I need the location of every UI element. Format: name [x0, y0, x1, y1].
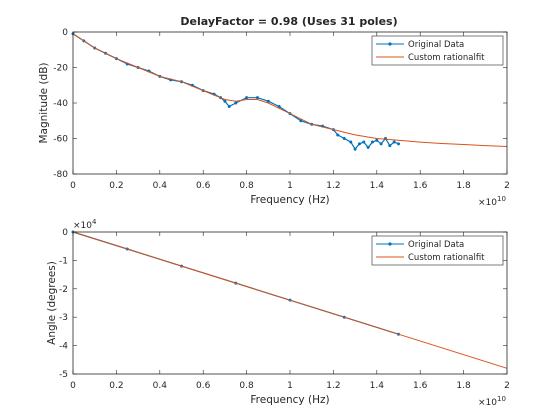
legend-box — [371, 35, 504, 66]
y-tick-labels: 0 -1 -2 -3 -4 -5 — [59, 228, 68, 380]
x-tick-label: 0.8 — [239, 381, 254, 391]
y-tick-label: -20 — [53, 64, 68, 74]
x-tick-label: 1.4 — [370, 381, 385, 391]
y-tick-label: -4 — [59, 342, 68, 352]
x-exponent-base: ×10 — [478, 398, 497, 408]
x-tick-label: 1.4 — [370, 181, 385, 191]
y-tick-label: -2 — [59, 285, 68, 295]
y-axis-label: Angle (degrees) — [46, 261, 58, 345]
data-point — [245, 96, 249, 100]
angle-plot: 0 0.2 0.4 0.6 0.8 1 1.2 1.4 1.6 1.8 2 0-1-2-3-4-5 … — [46, 218, 510, 408]
data-point — [370, 140, 374, 144]
data-point — [357, 142, 361, 146]
data-point — [342, 137, 346, 140]
axes-box — [72, 31, 508, 175]
x-tick-labels: 0 0.2 0.4 0.6 0.8 1 1.2 1.4 1.6 1.8 2 — [70, 381, 510, 391]
data-point — [397, 142, 400, 146]
y-axis-label: Magnitude (dB) — [38, 62, 50, 143]
magnitude-plot: DelayFactor = 0.98 (Uses 31 poles) 0 0.2 0… — [38, 15, 510, 208]
y-tick-label: 0 — [62, 228, 68, 238]
data-point — [266, 99, 270, 103]
x-tick-label: 0.4 — [153, 181, 168, 191]
data-point — [392, 140, 396, 144]
legend-label-fit: Custom rationalfit — [408, 53, 485, 63]
data-point — [388, 144, 392, 148]
y-exponent-power: 4 — [92, 218, 97, 226]
series-layer — [71, 32, 508, 151]
x-exponent-label: ×1010 — [478, 395, 506, 408]
y-tick-label: -40 — [53, 99, 68, 109]
legend-label-original: Original Data — [408, 40, 464, 50]
axes-box — [72, 231, 508, 375]
y-tick-labels: 0 -20 -40 -60 -80 — [53, 28, 68, 180]
legend: Original Data Custom rationalfit — [371, 35, 504, 66]
data-point — [362, 140, 366, 144]
x-axis-label: Frequency (Hz) — [250, 194, 329, 206]
x-tick-label: 1.2 — [326, 381, 340, 391]
series-line-custom-rationalfit — [72, 231, 508, 369]
legend-label-original: Original Data — [408, 240, 464, 250]
legend: Original Data Custom rationalfit — [371, 235, 504, 266]
legend-marker-original — [388, 242, 392, 246]
x-tick-label: 1.6 — [413, 181, 428, 191]
x-tick-label: 1.8 — [456, 381, 471, 391]
y-exponent-base: ×10 — [73, 221, 92, 231]
x-tick-label: 1.2 — [326, 181, 340, 191]
x-tick-label: 2 — [504, 381, 510, 391]
y-tick-label: -60 — [53, 135, 68, 145]
x-exponent-power: 10 — [497, 395, 506, 403]
plot-title: DelayFactor = 0.98 (Uses 31 poles) — [180, 15, 397, 28]
data-point — [255, 96, 259, 100]
y-tick-label: -80 — [53, 170, 68, 180]
y-tick-label: -5 — [59, 370, 68, 380]
data-point — [349, 140, 353, 144]
y-tick-label: 0 — [62, 28, 68, 38]
y-exponent-label: ×104 — [73, 218, 97, 231]
series-layer — [71, 230, 508, 369]
x-tick-label: 0 — [70, 181, 76, 191]
x-axis-label: Frequency (Hz) — [250, 394, 329, 406]
x-tick-label: 0.6 — [196, 181, 211, 191]
series-line-custom-rationalfit — [72, 33, 508, 147]
data-point — [353, 147, 357, 151]
x-tick-labels: 0 0.2 0.4 0.6 0.8 1 1.2 1.4 1.6 1.8 2 — [70, 181, 510, 191]
legend-label-fit: Custom rationalfit — [408, 253, 485, 263]
legend-marker-original — [388, 42, 392, 46]
x-tick-label: 0.2 — [109, 381, 123, 391]
data-point — [375, 138, 379, 142]
x-tick-label: 1.8 — [456, 181, 471, 191]
data-point — [234, 101, 238, 105]
legend-box — [371, 235, 504, 266]
data-point — [277, 105, 281, 109]
x-tick-label: 0.4 — [153, 381, 168, 391]
x-tick-label: 1 — [287, 181, 293, 191]
x-tick-label: 1.6 — [413, 381, 428, 391]
y-tick-label: -1 — [59, 256, 68, 266]
x-exponent-label: ×1010 — [478, 195, 506, 208]
data-point — [227, 105, 231, 109]
x-tick-label: 0.2 — [109, 181, 123, 191]
data-point — [299, 119, 303, 123]
x-tick-label: 0 — [70, 381, 76, 391]
y-tick-label: -3 — [59, 313, 68, 323]
x-exponent-power: 10 — [497, 195, 506, 203]
data-point — [223, 99, 227, 103]
data-point — [366, 145, 370, 149]
x-tick-label: 1 — [287, 381, 293, 391]
data-point — [379, 142, 383, 146]
data-point — [336, 133, 340, 137]
x-exponent-base: ×10 — [478, 198, 497, 208]
x-tick-label: 0.6 — [196, 381, 211, 391]
x-tick-label: 2 — [504, 181, 510, 191]
x-tick-label: 0.8 — [239, 181, 254, 191]
